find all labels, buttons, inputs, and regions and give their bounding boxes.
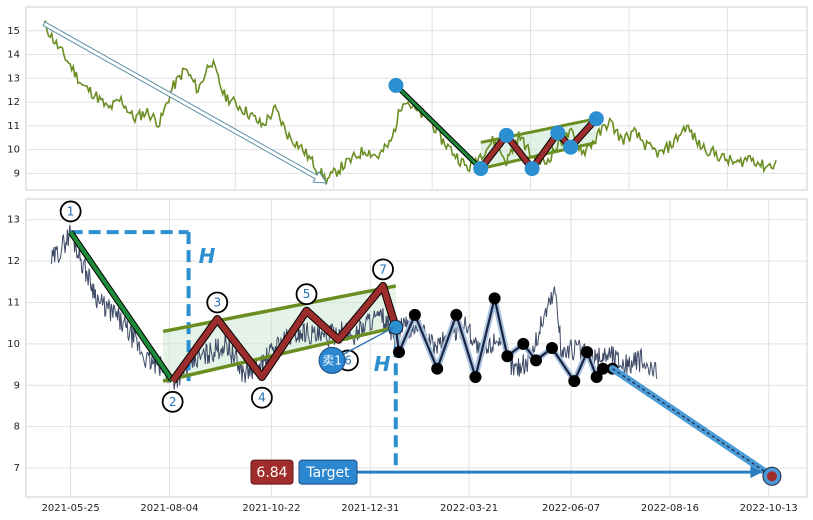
detail-h2-label: H [374,352,391,376]
detail-projection-point [596,362,609,375]
detail-projection-point [501,350,514,363]
detail-xtick: 2021-12-31 [341,503,399,514]
detail-projection-point [431,362,444,375]
target-label-badge [298,459,358,485]
detail-wave-circle-4 [250,386,273,409]
detail-wave-number-1: 1 [67,204,75,218]
overview-panel: 9 10 11 12 13 14 15 [7,6,808,191]
overview-ytick: 12 [7,97,20,108]
overview-ytick: 9 [14,168,20,179]
detail-wave-circle-7 [372,258,394,281]
overview-down-leg [394,84,482,170]
overview-pivot-marker [388,77,404,93]
detail-wave-circle-3 [206,291,229,314]
detail-xtick: 2022-10-13 [740,503,798,514]
detail-projection-point [408,308,421,321]
detail-wave-number-7: 7 [379,262,387,276]
detail-xtick: 2022-03-21 [440,503,498,514]
overview-ytick: 10 [7,145,20,156]
detail-wave-number-3: 3 [213,295,221,309]
overview-ytick: 14 [7,50,20,61]
detail-projection-point [568,375,581,388]
detail-sell-label: 卖1 [322,353,342,367]
overview-ytick: 13 [7,73,20,84]
detail-target-line-dash [612,368,773,477]
detail-xtick: 2021-08-04 [140,503,198,514]
overview-ytick: 15 [7,26,20,37]
detail-projection-point [488,292,501,305]
overview-channel-fill [480,118,597,169]
overview-pivot-marker [473,161,489,177]
detail-projection-point [590,370,603,383]
detail-xtick: 2022-06-07 [542,503,600,514]
detail-projection-point [517,337,530,350]
detail-ytick: 12 [7,256,20,267]
detail-panel: 2021-05-25 2021-08-04 2021-10-22 2021-12-31… [7,198,808,514]
overview-pivot-marker [524,161,540,177]
detail-wave-number-2: 2 [169,395,177,409]
detail-xtick: 2022-08-16 [641,503,699,514]
detail-wave-number-6: 6 [344,353,352,367]
detail-ytick: 7 [14,463,20,474]
detail-ytick: 8 [14,422,20,433]
overview-ytick: 11 [7,121,20,132]
detail-target-marker-core [766,471,777,482]
detail-price-line [51,224,658,390]
detail-wave-circle-2 [161,390,184,413]
detail-frame [25,198,808,498]
detail-channel-upper [162,284,397,334]
overview-trend-arrow [42,21,328,184]
detail-projection-point [469,370,482,383]
detail-sell-marker [318,346,346,374]
detail-xtick: 2021-10-22 [242,503,300,514]
detail-projection-point [450,308,463,321]
detail-wave-number-4: 4 [258,391,266,405]
detail-target-arrow-head [750,466,763,479]
detail-projection-point [581,346,594,359]
detail-zigzag [170,282,399,383]
detail-projection-point [392,346,405,359]
overview-pivot-marker [498,127,514,143]
overview-pivot-marker [550,125,566,141]
detail-wave-circle-5 [295,283,318,306]
overview-pivot-marker [563,139,579,155]
detail-ytick: 9 [14,380,20,391]
detail-xtick: 2021-05-25 [42,503,100,514]
detail-h-label: H [199,244,216,268]
detail-ytick: 13 [7,215,20,226]
detail-projection-path [394,297,613,383]
detail-projection-point [530,354,543,367]
detail-breakout-marker [388,319,404,335]
overview-pivot-marker [588,111,604,127]
detail-down-leg [68,230,175,383]
detail-projection-point [545,342,558,354]
detail-channel-fill [163,285,396,382]
detail-ytick: 11 [7,297,20,308]
detail-wave-number-5: 5 [303,287,311,301]
detail-ytick: 10 [7,339,20,350]
overview-frame [25,6,808,191]
target-value-badge [250,459,294,485]
target-value-text: 6.84 [256,465,287,481]
target-label-text: Target [305,465,350,481]
overview-price-line [43,20,777,185]
detail-wave-circle-1 [59,200,82,223]
